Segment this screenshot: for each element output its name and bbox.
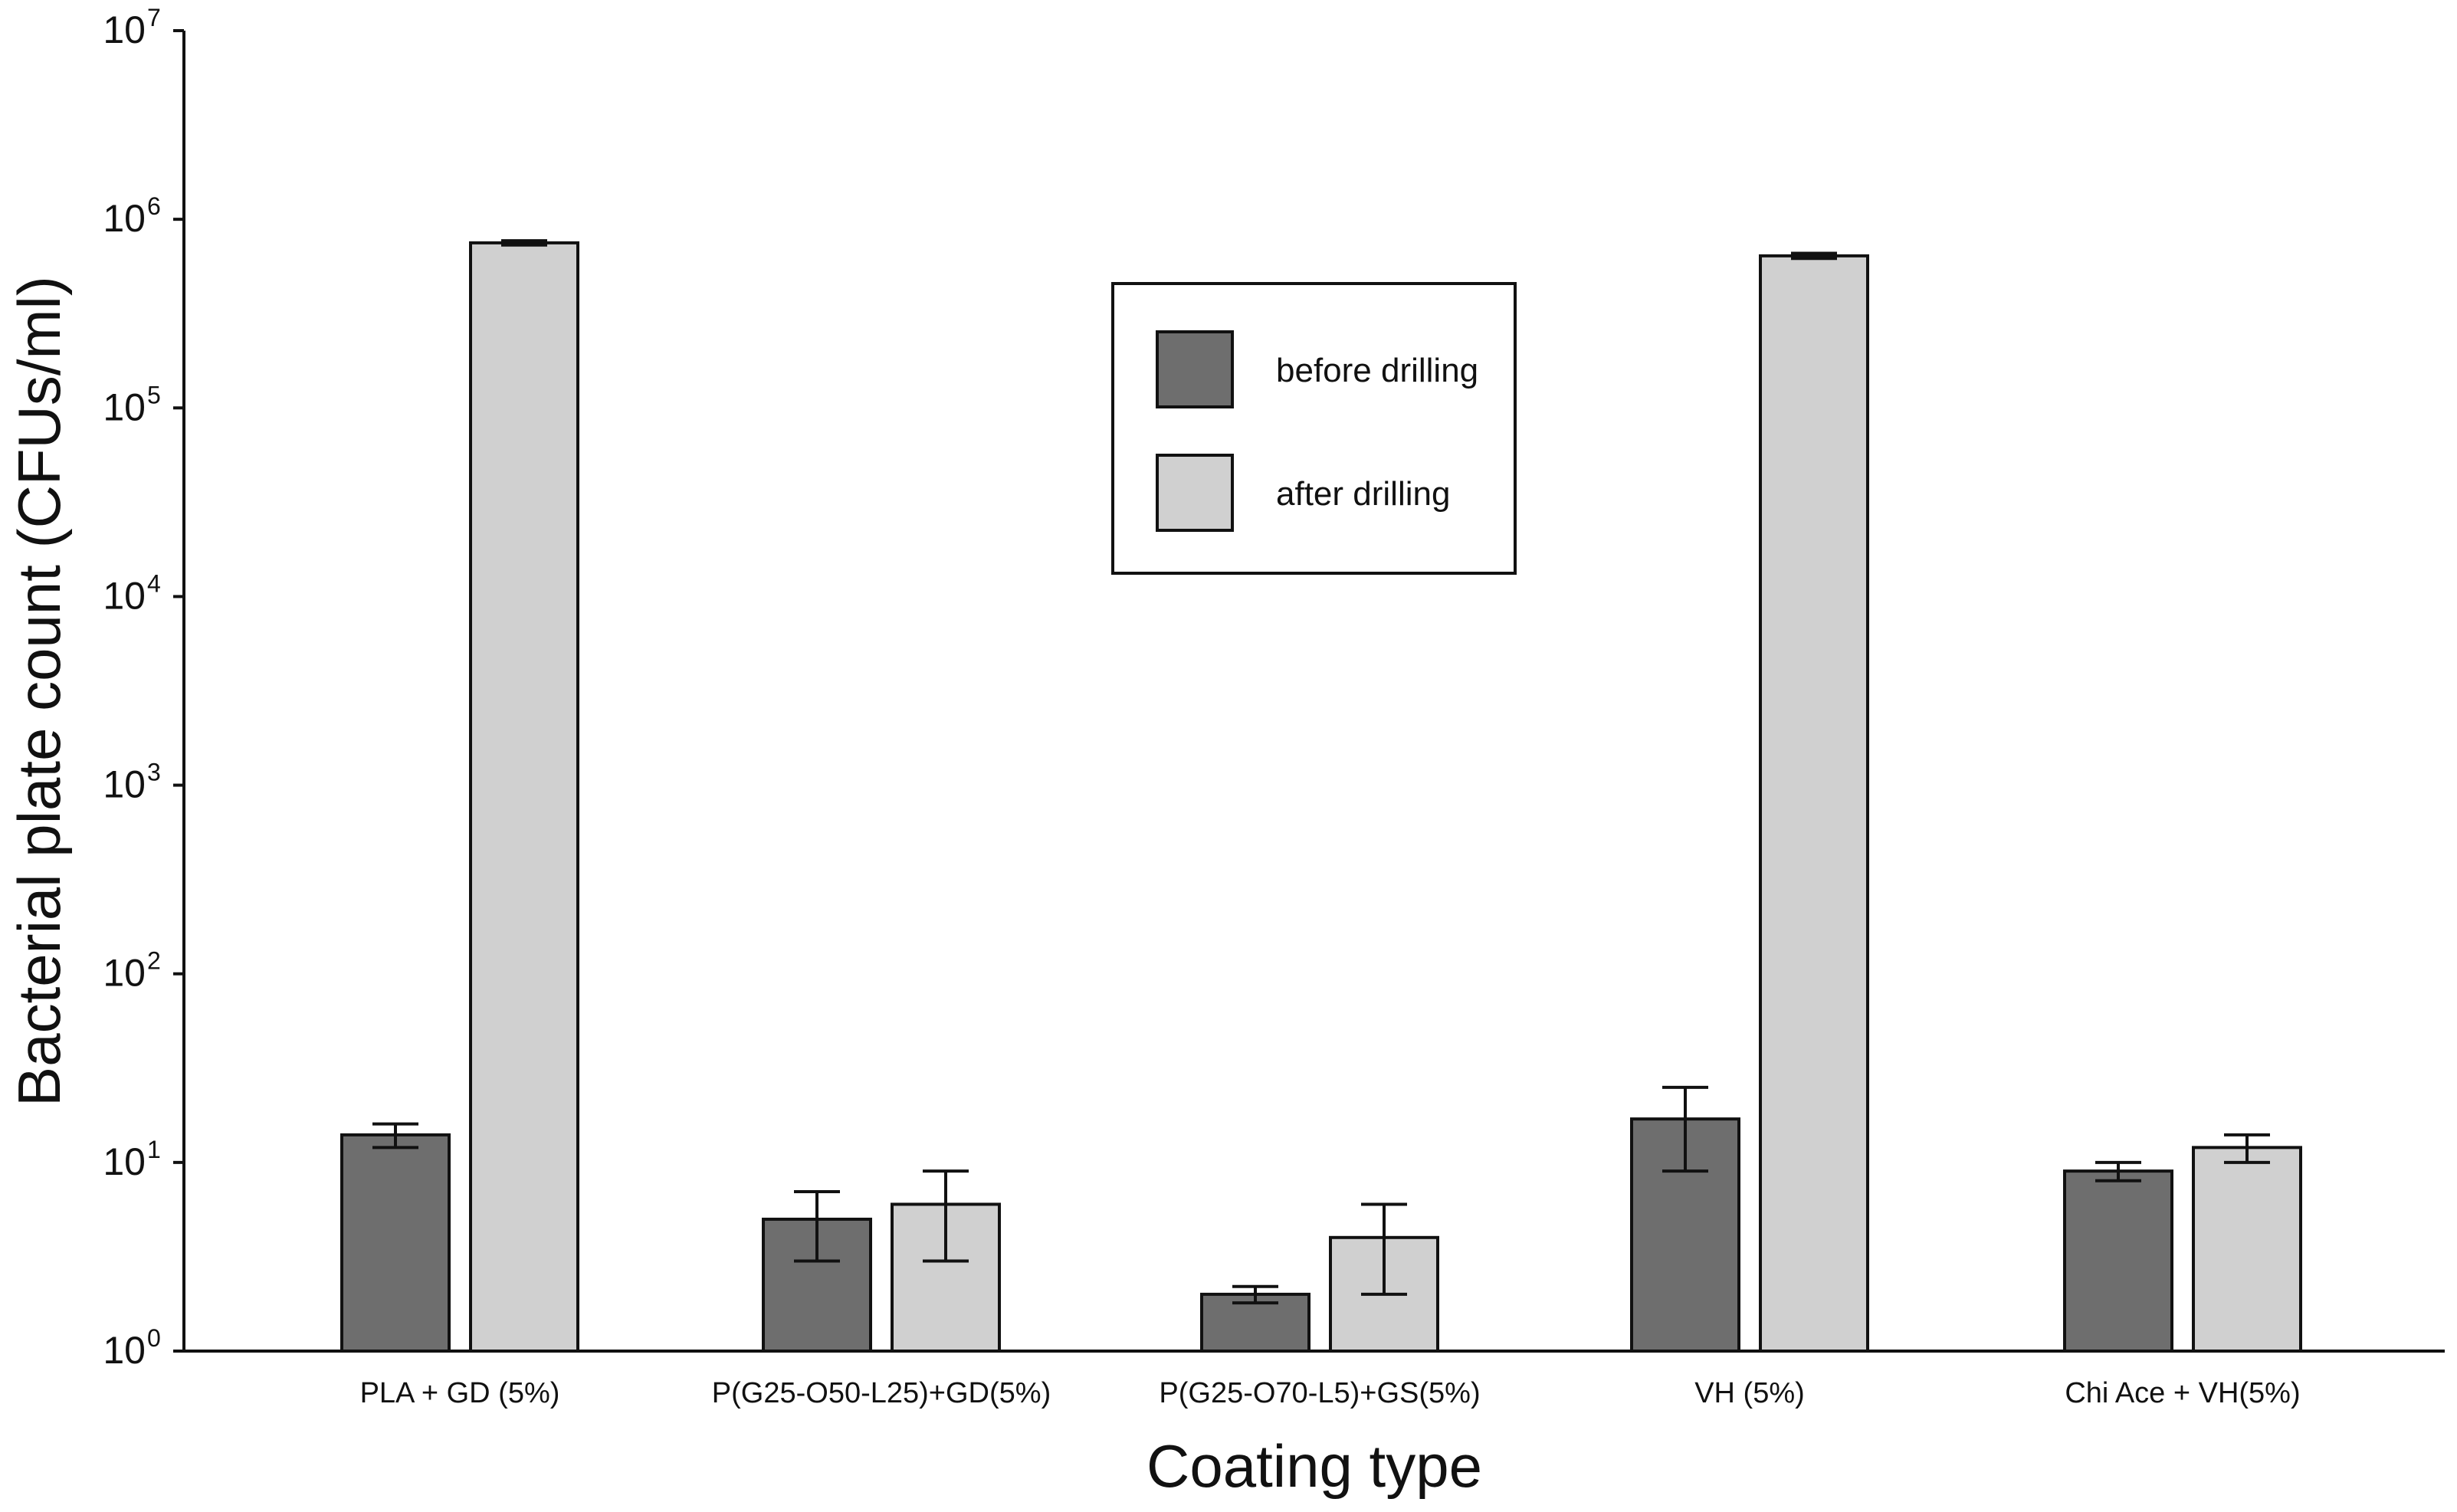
y-tick-label: 10 — [103, 763, 146, 806]
error-bar — [1662, 1085, 1708, 1173]
y-tick-base: 10 — [103, 1140, 146, 1183]
y-tick-base: 10 — [103, 8, 146, 51]
y-tick-exponent: 7 — [147, 4, 161, 31]
error-bar — [1232, 1284, 1278, 1305]
legend-swatch-before-drilling — [1156, 330, 1234, 408]
bar-before-drilling — [2063, 1169, 2173, 1353]
legend-swatch-after-drilling — [1156, 454, 1234, 532]
y-tick-label: 10 — [103, 574, 146, 617]
bar-after-drilling — [2192, 1146, 2302, 1353]
y-tick-base: 10 — [103, 385, 146, 428]
y-tick-label: 10 — [103, 197, 146, 240]
error-bar — [501, 239, 547, 247]
bar-after-drilling — [1759, 254, 1869, 1353]
x-tick-label: P(G25-O70-L5)+GS(5%) — [1159, 1377, 1480, 1409]
y-tick-base: 10 — [103, 197, 146, 240]
y-tick-exponent: 4 — [147, 569, 161, 597]
error-bar — [2095, 1160, 2141, 1182]
y-tick-label: 10 — [103, 8, 146, 51]
y-tick-base: 10 — [103, 1329, 146, 1372]
bar-after-drilling — [469, 241, 579, 1353]
bars — [340, 241, 2302, 1353]
error-bar — [1791, 251, 1837, 261]
error-bar — [1361, 1202, 1407, 1296]
y-tick-exponent: 6 — [147, 192, 161, 220]
error-bar — [372, 1122, 418, 1150]
y-tick-exponent: 0 — [147, 1324, 161, 1352]
x-axis-labels: PLA + GD (5%) P(G25-O50-L25)+GD(5%) P(G25-… — [360, 1377, 2301, 1409]
bar-before-drilling — [340, 1133, 451, 1353]
y-axis-title: Bacterial plate count (CFUs/ml) — [5, 276, 73, 1107]
y-tick-base: 10 — [103, 952, 146, 995]
x-tick-label: Chi Ace + VH(5%) — [2065, 1377, 2300, 1409]
x-tick-label: P(G25-O50-L25)+GD(5%) — [712, 1377, 1051, 1409]
y-tick-label: 10 — [103, 1140, 146, 1183]
y-tick-exponent: 2 — [147, 947, 161, 975]
legend: before drilling after drilling — [1111, 282, 1517, 575]
y-tick-label: 10 — [103, 385, 146, 428]
y-tick-exponent: 3 — [147, 759, 161, 786]
y-tick-exponent: 1 — [147, 1136, 161, 1163]
y-tick-base: 10 — [103, 574, 146, 617]
y-tick-exponent: 5 — [147, 381, 161, 408]
y-tick-base: 10 — [103, 763, 146, 806]
y-tick-label: 10 — [103, 952, 146, 995]
x-axis-title: Coating type — [1146, 1432, 1482, 1500]
legend-label-after-drilling: after drilling — [1276, 475, 1450, 513]
error-bar — [2224, 1133, 2270, 1164]
y-tick-label: 10 — [103, 1329, 146, 1372]
error-bar — [794, 1189, 840, 1263]
legend-label-before-drilling: before drilling — [1276, 352, 1478, 389]
x-tick-label: PLA + GD (5%) — [360, 1377, 560, 1409]
error-bar — [923, 1169, 969, 1263]
x-tick-label: VH (5%) — [1694, 1377, 1805, 1409]
error-bars — [372, 239, 2270, 1305]
